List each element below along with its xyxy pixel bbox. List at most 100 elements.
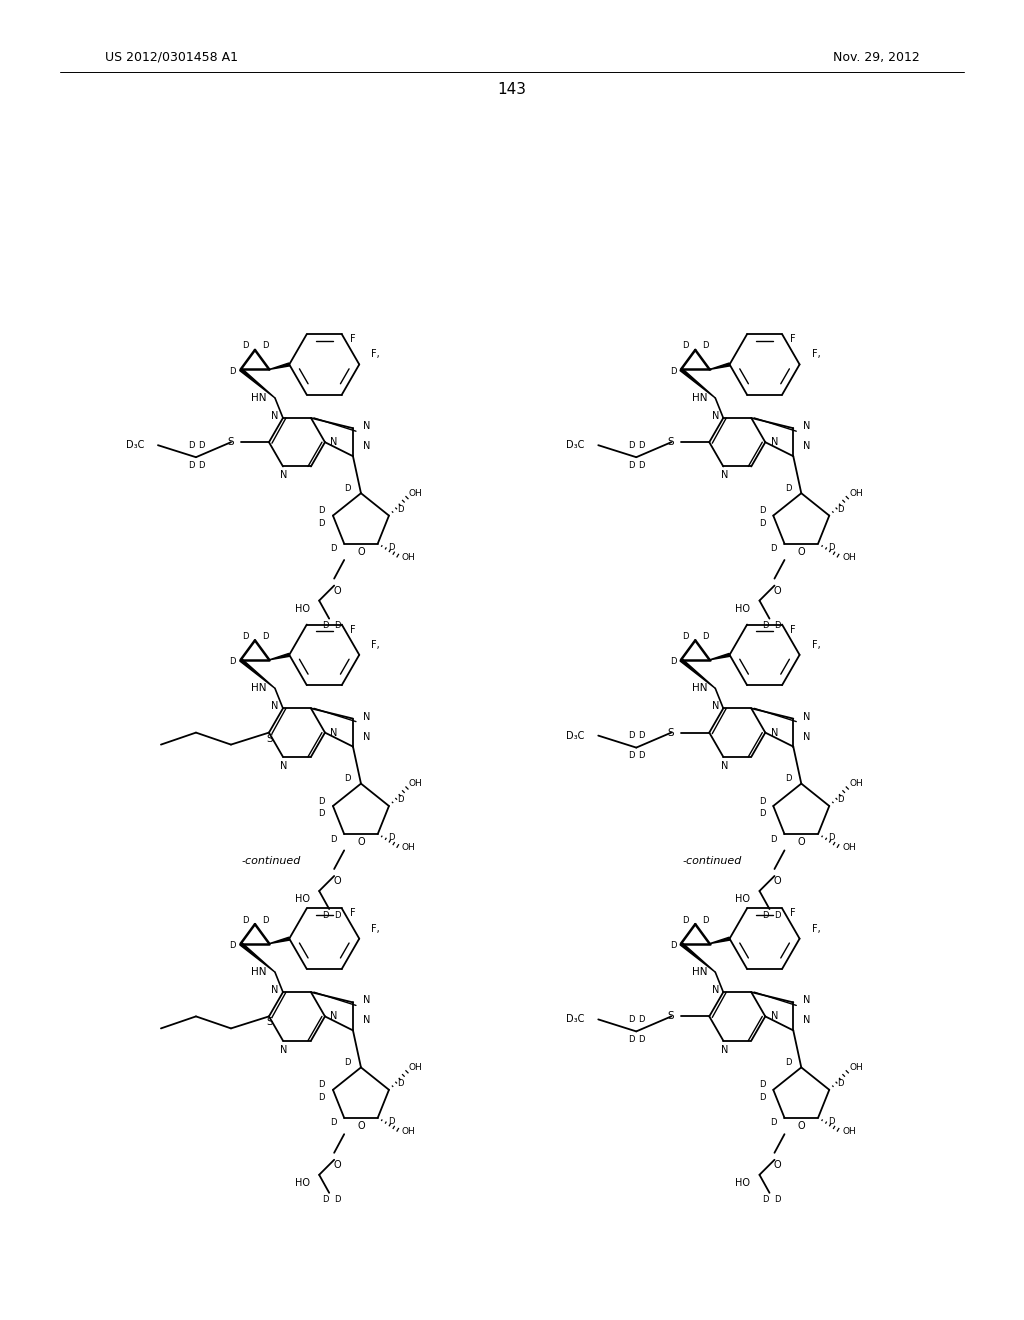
Text: S: S [227,437,233,447]
Text: D: D [702,632,709,640]
Polygon shape [710,937,730,944]
Text: N: N [281,470,288,480]
Text: D₃C: D₃C [566,440,585,450]
Text: D: D [198,441,204,450]
Text: D: D [388,1117,394,1126]
Text: OH: OH [401,843,416,853]
Text: D: D [828,543,835,552]
Text: D: D [318,519,325,528]
Text: N: N [271,411,279,421]
Polygon shape [680,942,716,972]
Text: D: D [318,1093,325,1102]
Text: N: N [771,727,778,738]
Text: D: D [322,622,329,630]
Text: D: D [770,544,776,553]
Text: O: O [334,1160,341,1170]
Text: O: O [774,586,781,595]
Text: D: D [187,461,195,470]
Text: O: O [798,1121,805,1131]
Text: D: D [638,441,644,450]
Text: D: D [628,1015,635,1024]
Text: D: D [759,809,765,818]
Text: D: D [322,912,329,920]
Text: D: D [702,916,709,924]
Text: N: N [771,437,778,447]
Text: D: D [638,461,644,470]
Text: F: F [350,334,355,345]
Text: N: N [331,437,338,447]
Text: D: D [628,731,635,741]
Text: OH: OH [842,553,856,562]
Text: N: N [803,731,811,742]
Text: N: N [281,1044,288,1055]
Text: D: D [682,916,688,924]
Text: D: D [242,916,248,924]
Text: D: D [759,796,765,805]
Text: HO: HO [295,894,310,904]
Text: -continued: -continued [682,857,741,866]
Polygon shape [269,937,290,944]
Text: D: D [670,941,676,950]
Text: D: D [318,1080,325,1089]
Text: HO: HO [735,603,751,614]
Text: S: S [668,727,674,738]
Text: D: D [330,834,336,843]
Text: D: D [397,1080,403,1088]
Text: D: D [229,367,236,376]
Text: N: N [362,995,371,1006]
Text: D: D [318,809,325,818]
Text: N: N [271,701,279,711]
Text: D: D [322,1196,329,1204]
Text: N: N [271,985,279,995]
Text: US 2012/0301458 A1: US 2012/0301458 A1 [105,50,238,63]
Text: S: S [266,1018,273,1027]
Text: HO: HO [295,603,310,614]
Text: OH: OH [409,490,423,498]
Polygon shape [269,363,290,370]
Text: OH: OH [401,1127,416,1137]
Text: OH: OH [401,553,416,562]
Text: D: D [262,342,268,350]
Text: D: D [682,342,688,350]
Text: F,: F, [812,640,820,649]
Text: D: D [828,833,835,842]
Text: N: N [721,470,728,480]
Text: HO: HO [295,1177,310,1188]
Text: N: N [721,760,728,771]
Text: D: D [388,833,394,842]
Text: D: D [628,751,635,760]
Text: HN: HN [692,393,708,403]
Polygon shape [680,659,716,688]
Text: D: D [770,1118,776,1127]
Text: HN: HN [692,684,708,693]
Text: D: D [828,1117,835,1126]
Text: OH: OH [849,490,863,498]
Text: OH: OH [849,780,863,788]
Text: D: D [242,632,248,640]
Text: HN: HN [252,684,267,693]
Text: D: D [759,519,765,528]
Text: Nov. 29, 2012: Nov. 29, 2012 [834,50,920,63]
Text: D: D [388,543,394,552]
Text: D: D [774,1196,780,1204]
Text: HN: HN [252,393,267,403]
Text: F,: F, [372,350,380,359]
Text: N: N [803,995,811,1006]
Text: O: O [357,1121,365,1131]
Text: D: D [187,441,195,450]
Text: D: D [628,441,635,450]
Text: D: D [242,342,248,350]
Text: D: D [670,367,676,376]
Text: N: N [803,441,811,451]
Polygon shape [710,363,730,370]
Text: D: D [838,796,844,804]
Polygon shape [240,659,275,688]
Text: O: O [774,876,781,886]
Polygon shape [240,942,275,972]
Text: N: N [362,1015,371,1026]
Text: D: D [759,506,765,515]
Text: D: D [334,622,340,630]
Text: D: D [397,506,403,513]
Text: N: N [803,421,811,432]
Text: D: D [838,1080,844,1088]
